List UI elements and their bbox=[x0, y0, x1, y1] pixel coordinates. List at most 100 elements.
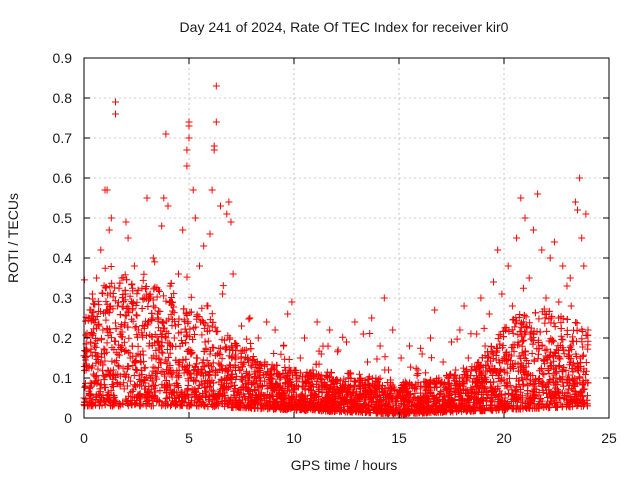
roti-point bbox=[191, 214, 199, 222]
roti-point bbox=[441, 394, 449, 402]
roti-point bbox=[565, 385, 573, 393]
roti-point bbox=[573, 319, 581, 327]
roti-point bbox=[137, 393, 145, 401]
roti-point bbox=[544, 393, 552, 401]
roti-point bbox=[540, 357, 548, 365]
roti-point bbox=[227, 218, 235, 226]
roti-point bbox=[344, 400, 352, 408]
roti-point bbox=[191, 330, 199, 338]
roti-point bbox=[412, 380, 420, 388]
roti-point bbox=[166, 402, 174, 410]
roti-point bbox=[558, 367, 566, 375]
roti-point bbox=[579, 352, 587, 360]
y-tick-label: 0.4 bbox=[53, 250, 73, 266]
roti-point bbox=[204, 302, 212, 310]
roti-point bbox=[237, 366, 245, 374]
roti-point bbox=[217, 202, 224, 210]
roti-point bbox=[185, 346, 193, 354]
roti-point bbox=[398, 384, 406, 392]
roti-point bbox=[497, 401, 505, 409]
roti-point bbox=[410, 409, 418, 417]
roti-point bbox=[519, 336, 527, 344]
roti-point bbox=[461, 368, 469, 376]
roti-point bbox=[272, 399, 280, 407]
roti-point bbox=[166, 362, 174, 370]
roti-point bbox=[153, 293, 161, 301]
roti-point bbox=[270, 349, 278, 357]
roti-point bbox=[107, 334, 115, 342]
roti-point bbox=[456, 387, 464, 395]
roti-point bbox=[119, 291, 127, 299]
roti-point bbox=[460, 302, 468, 310]
roti-point bbox=[450, 377, 458, 385]
roti-point bbox=[426, 386, 434, 394]
roti-point bbox=[479, 397, 487, 405]
roti-point bbox=[518, 342, 526, 350]
roti-point bbox=[514, 367, 522, 375]
roti-point bbox=[366, 393, 374, 401]
roti-point bbox=[578, 335, 586, 343]
roti-point bbox=[563, 315, 571, 323]
roti-point bbox=[97, 381, 105, 389]
roti-point bbox=[333, 403, 341, 411]
roti-point bbox=[247, 345, 255, 353]
roti-point bbox=[183, 310, 191, 318]
roti-point bbox=[524, 403, 532, 411]
roti-point bbox=[550, 319, 558, 327]
roti-point bbox=[473, 382, 481, 390]
roti-point bbox=[154, 317, 162, 325]
roti-point bbox=[208, 310, 216, 318]
roti-point bbox=[338, 398, 346, 406]
roti-point bbox=[129, 317, 137, 325]
roti-point bbox=[292, 374, 300, 382]
roti-point bbox=[522, 313, 530, 321]
roti-point bbox=[366, 329, 374, 337]
roti-point bbox=[547, 314, 555, 322]
roti-point bbox=[199, 399, 207, 407]
roti-point bbox=[254, 387, 262, 395]
roti-point bbox=[192, 354, 200, 362]
roti-point bbox=[181, 325, 189, 333]
roti-point bbox=[293, 377, 301, 385]
roti-point bbox=[142, 397, 150, 405]
roti-point bbox=[569, 338, 577, 346]
roti-point bbox=[92, 343, 100, 351]
roti-point bbox=[578, 234, 586, 242]
roti-point bbox=[122, 304, 130, 312]
roti-point bbox=[264, 368, 272, 376]
roti-point bbox=[483, 395, 491, 403]
roti-point bbox=[169, 389, 177, 397]
y-tick-label: 0 bbox=[64, 410, 72, 426]
roti-point bbox=[324, 342, 332, 350]
roti-point bbox=[204, 322, 212, 330]
roti-point bbox=[344, 388, 352, 396]
roti-point bbox=[132, 357, 140, 365]
roti-point bbox=[431, 306, 439, 314]
roti-point bbox=[498, 290, 506, 298]
roti-point bbox=[175, 393, 183, 401]
roti-point bbox=[229, 270, 237, 278]
roti-point bbox=[148, 377, 156, 385]
roti-point bbox=[452, 366, 460, 374]
roti-point bbox=[278, 386, 286, 394]
y-tick-label: 0.2 bbox=[53, 330, 73, 346]
roti-point bbox=[180, 305, 188, 313]
roti-point bbox=[534, 350, 542, 358]
roti-point bbox=[102, 316, 110, 324]
roti-point bbox=[517, 398, 525, 406]
roti-point bbox=[444, 400, 452, 408]
roti-point bbox=[137, 377, 145, 385]
roti-point bbox=[578, 381, 586, 389]
roti-point bbox=[126, 292, 134, 300]
roti-point bbox=[122, 312, 130, 320]
roti-point bbox=[496, 387, 504, 395]
roti-point bbox=[538, 381, 546, 389]
roti-point bbox=[537, 378, 545, 386]
roti-point bbox=[164, 202, 172, 210]
roti-point bbox=[129, 306, 137, 314]
roti-point bbox=[550, 357, 558, 365]
roti-point bbox=[563, 282, 571, 290]
roti-point bbox=[140, 270, 148, 278]
roti-point bbox=[287, 403, 295, 411]
roti-point bbox=[173, 379, 181, 387]
